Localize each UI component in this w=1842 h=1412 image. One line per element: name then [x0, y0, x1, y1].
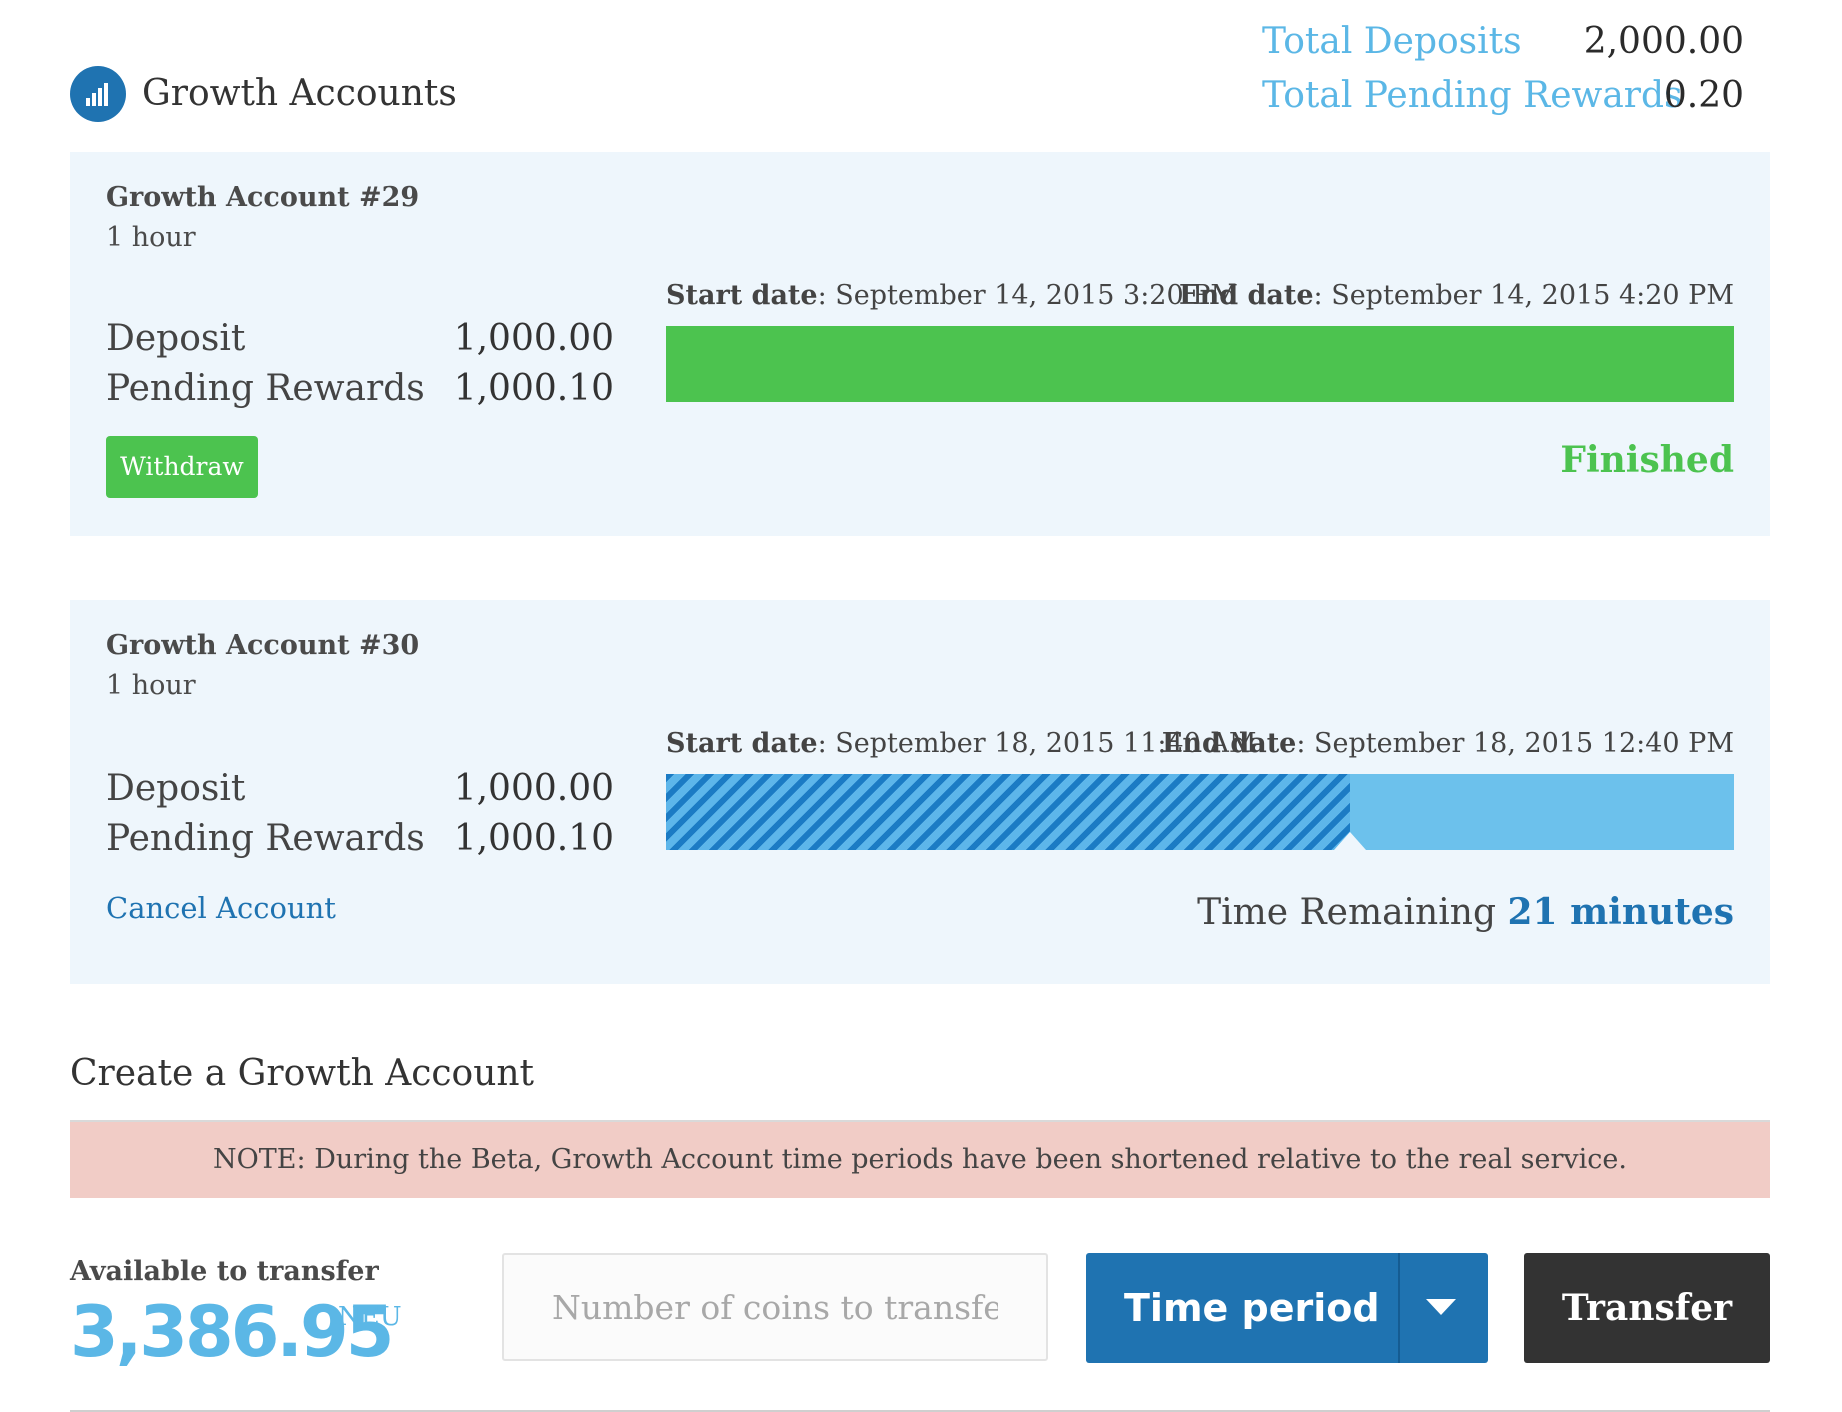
cancel-account-link[interactable]: Cancel Account: [106, 891, 336, 925]
status-finished: Finished: [1560, 439, 1734, 481]
time-remaining-value: 21 minutes: [1507, 891, 1734, 933]
withdraw-button[interactable]: Withdraw: [106, 436, 258, 498]
bar-chart-icon: [86, 83, 108, 106]
transfer-button[interactable]: Transfer: [1524, 1253, 1770, 1363]
start-date: Start date: September 18, 2015 11:40 AM: [666, 726, 1257, 762]
available-label: Available to transfer: [70, 1256, 379, 1287]
create-account-title: Create a Growth Account: [70, 1053, 535, 1094]
pending-rewards-label: Pending Rewards: [106, 368, 425, 409]
end-date-label: End date: [1179, 280, 1314, 311]
growth-account-card-29: Growth Account #29 1 hour Deposit 1,000.…: [70, 152, 1770, 536]
start-date-value: : September 18, 2015 11:40 AM: [817, 728, 1257, 759]
start-date-label: Start date: [666, 280, 818, 311]
dropdown-divider: [1398, 1253, 1400, 1363]
caret-down-icon: [1426, 1299, 1456, 1315]
total-deposits-value: 2,000.00: [1583, 21, 1744, 62]
end-date: End date: September 18, 2015 12:40 PM: [1162, 726, 1734, 762]
end-date-value: : September 18, 2015 12:40 PM: [1296, 728, 1734, 759]
start-date-value: : September 14, 2015 3:20 PM: [817, 280, 1239, 311]
start-date-label: Start date: [666, 728, 818, 759]
end-date: End date: September 14, 2015 4:20 PM: [1179, 278, 1734, 314]
total-deposits-label: Total Deposits: [1262, 21, 1522, 62]
total-pending-rewards-label: Total Pending Rewards: [1262, 75, 1683, 116]
progress-bar: [666, 774, 1734, 850]
time-period-dropdown[interactable]: Time period: [1086, 1253, 1488, 1363]
time-remaining-label: Time Remaining: [1197, 892, 1496, 933]
account-period: 1 hour: [106, 222, 196, 253]
account-period: 1 hour: [106, 670, 196, 701]
pending-rewards-value: 1,000.10: [453, 368, 614, 409]
deposit-value: 1,000.00: [453, 768, 614, 809]
bottom-divider: [70, 1410, 1770, 1412]
pending-rewards-value: 1,000.10: [453, 818, 614, 859]
deposit-label: Deposit: [106, 318, 246, 359]
progress-marker: [1334, 832, 1366, 850]
growth-account-card-30: Growth Account #30 1 hour Deposit 1,000.…: [70, 600, 1770, 984]
beta-note: NOTE: During the Beta, Growth Account ti…: [70, 1120, 1770, 1198]
available-value: 3,386.95: [70, 1291, 394, 1373]
total-pending-rewards-value: 0.20: [1663, 75, 1744, 116]
progress-bar: [666, 326, 1734, 402]
pending-rewards-label: Pending Rewards: [106, 818, 425, 859]
time-period-label: Time period: [1124, 1286, 1380, 1330]
deposit-label: Deposit: [106, 768, 246, 809]
growth-accounts-logo: [70, 66, 126, 122]
account-title: Growth Account #29: [106, 182, 420, 213]
page-title: Growth Accounts: [142, 73, 457, 114]
account-title: Growth Account #30: [106, 630, 420, 661]
available-unit: NEU: [338, 1302, 402, 1332]
end-date-label: End date: [1161, 728, 1297, 759]
coins-to-transfer-input[interactable]: [502, 1253, 1048, 1361]
deposit-value: 1,000.00: [453, 318, 614, 359]
start-date: Start date: September 14, 2015 3:20 PM: [666, 278, 1238, 314]
end-date-value: : September 14, 2015 4:20 PM: [1313, 280, 1734, 311]
progress-fill: [666, 774, 1350, 850]
time-remaining: Time Remaining 21 minutes: [1197, 888, 1734, 937]
